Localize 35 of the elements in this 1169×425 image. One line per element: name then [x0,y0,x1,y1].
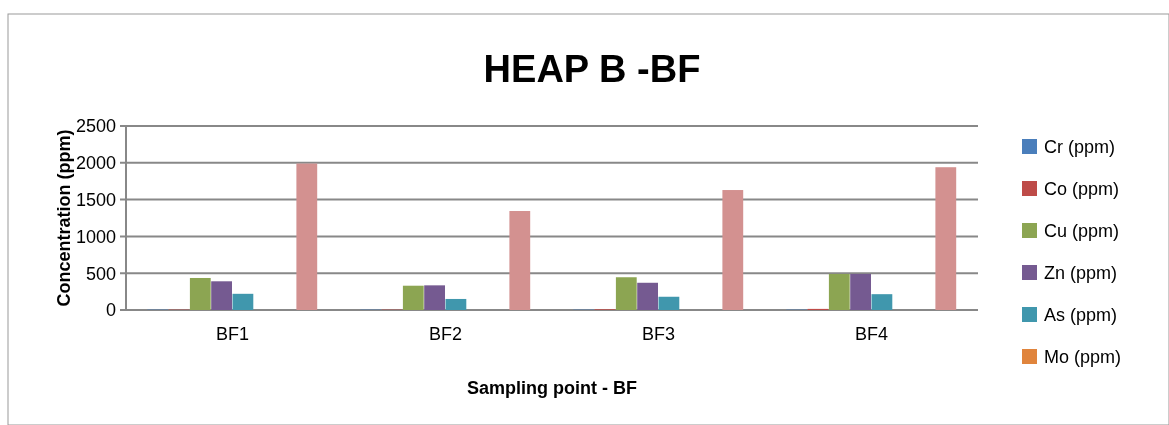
bar [211,281,232,310]
legend-label: Zn (ppm) [1044,263,1118,284]
x-tick-label: BF2 [428,324,463,344]
bar [424,285,445,310]
bar [828,273,850,310]
legend-label: Mo (ppm) [1044,347,1122,368]
bar [445,298,467,310]
y-axis-title: Concentration (ppm) [54,129,74,307]
y-tick-label: 1000 [75,226,116,247]
y-tick-label: 500 [85,263,116,284]
x-axis-title: Sampling point - BF [467,378,637,398]
y-tick-label: 2500 [75,116,116,137]
legend-label: Cu (ppm) [1044,221,1120,242]
chart-title: HEAP B -BF [483,48,701,90]
bar [296,163,318,310]
bar [850,273,871,310]
bar [935,167,957,310]
legend-label: As (ppm) [1044,305,1118,326]
legend-label: Cr (ppm) [1044,137,1115,158]
bar [402,285,424,310]
x-tick-label: BF1 [215,324,250,344]
bar [722,190,744,310]
x-tick-label: BF3 [641,324,676,344]
legend-label: Co (ppm) [1044,179,1120,200]
bar [637,282,658,310]
bar [232,293,254,310]
bar [509,211,531,310]
y-tick-label: 1500 [75,189,116,210]
bar [189,277,211,310]
y-tick-label: 0 [105,300,116,321]
x-tick-label: BF4 [854,324,889,344]
bar [658,296,680,310]
bar [615,277,637,310]
y-tick-label: 2000 [75,153,116,174]
bar [871,294,893,310]
